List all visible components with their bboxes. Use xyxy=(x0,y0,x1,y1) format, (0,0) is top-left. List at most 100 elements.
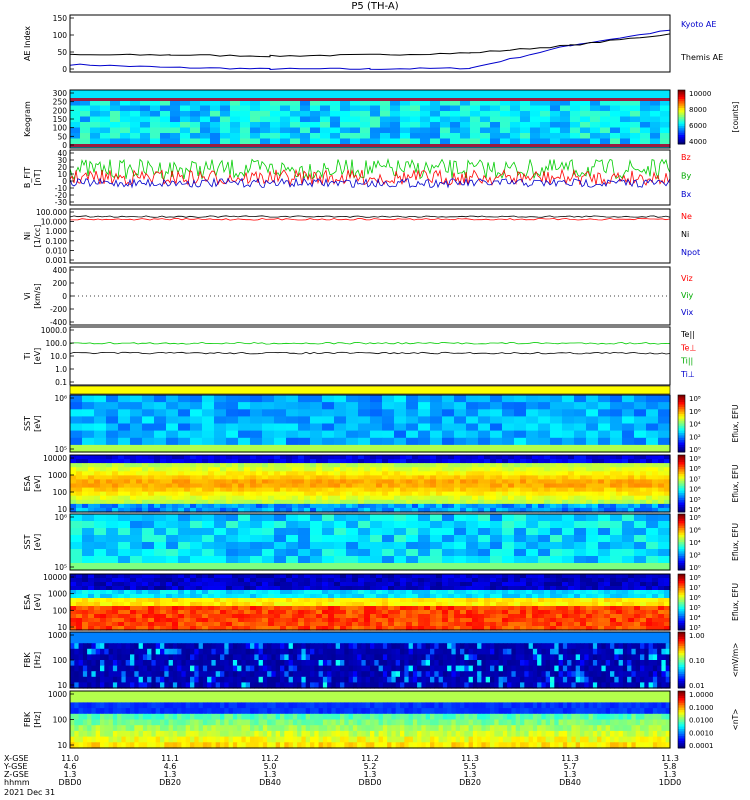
spectrogram-cell xyxy=(545,648,551,655)
spectrogram-cell xyxy=(160,483,167,489)
spectrogram-cell xyxy=(346,535,359,543)
spectrogram-cell xyxy=(262,626,269,631)
spectrogram-cell xyxy=(610,622,617,627)
spectrogram-cell xyxy=(532,614,539,619)
spectrogram-cell xyxy=(190,643,195,650)
spectrogram-cell xyxy=(310,637,315,644)
spectrogram-cell xyxy=(250,542,263,550)
spectrogram-cell xyxy=(460,643,465,650)
spectrogram-cell xyxy=(610,563,623,571)
spectrogram-cell xyxy=(82,614,89,619)
spectrogram-cell xyxy=(394,582,401,587)
spectrogram-cell xyxy=(238,507,245,513)
spectrogram-cell xyxy=(164,632,170,639)
keogram-cell xyxy=(520,133,531,139)
spectrogram-cell xyxy=(244,578,251,583)
spectrogram-cell xyxy=(94,416,107,425)
colorbar-tick-label: 4000 xyxy=(689,138,707,146)
spectrogram-cell xyxy=(82,479,89,485)
spectrogram-cell xyxy=(622,528,635,536)
spectrogram-cell xyxy=(604,590,611,595)
spectrogram-cell xyxy=(82,491,89,497)
spectrogram-cell xyxy=(658,586,665,591)
keogram-cell xyxy=(230,127,241,134)
spectrogram-cell xyxy=(106,582,113,587)
spectrogram-cell xyxy=(130,402,143,410)
spectrogram-cell xyxy=(628,455,635,460)
spectrogram-cell xyxy=(532,491,539,497)
spectrogram-cell xyxy=(464,637,470,644)
spectrogram-cell xyxy=(121,643,127,650)
spectrogram-cell xyxy=(508,475,515,481)
spectrogram-cell xyxy=(472,614,479,619)
spectrogram-cell xyxy=(262,437,275,446)
spectrogram-cell xyxy=(178,578,185,583)
spectrogram-cell xyxy=(520,648,525,655)
spectrogram-cell xyxy=(454,463,461,468)
spectrogram-cell xyxy=(406,416,419,425)
spectrogram-cell xyxy=(376,598,383,603)
spectrogram-cell xyxy=(382,549,395,557)
spectrogram-cell xyxy=(130,618,137,623)
spectrogram-cell xyxy=(104,654,110,661)
keogram-cell xyxy=(610,111,621,117)
spectrogram-cell xyxy=(382,514,395,522)
spectrogram-cell xyxy=(112,632,118,639)
spectrogram-cell xyxy=(454,590,461,595)
spectrogram-cell xyxy=(166,578,173,583)
spectrogram-cell xyxy=(532,582,539,587)
spectrogram-cell xyxy=(94,430,107,439)
spectrogram-cell xyxy=(520,614,527,619)
spectrogram-cell xyxy=(412,582,419,587)
spectrogram-cell xyxy=(370,499,377,505)
spectrogram-cell xyxy=(118,507,125,513)
spectrogram-cell xyxy=(104,637,110,644)
spectrogram-cell xyxy=(76,606,83,611)
spectrogram-cell xyxy=(447,643,452,650)
spectrogram-cell xyxy=(328,491,335,497)
spectrogram-cell xyxy=(472,606,479,611)
spectrogram-cell xyxy=(388,475,395,481)
spectrogram-cell xyxy=(658,463,665,468)
spectrogram-cell xyxy=(628,463,635,468)
spectrogram-cell xyxy=(154,606,161,611)
spectrogram-cell xyxy=(526,549,539,557)
spectrogram-cell xyxy=(100,463,107,468)
spectrogram-cell xyxy=(568,606,575,611)
spectrogram-cell xyxy=(238,521,251,529)
spectrogram-cell xyxy=(340,483,347,489)
spectrogram-cell xyxy=(154,423,167,432)
y-axis-unit: [eV] xyxy=(33,594,42,611)
spectrogram-cell xyxy=(424,578,431,583)
spectrogram-cell xyxy=(94,499,101,505)
spectrogram-cell xyxy=(262,444,275,453)
y-axis-unit: [eV] xyxy=(33,534,42,551)
spectrogram-cell xyxy=(346,487,353,493)
spectrogram-cell xyxy=(424,602,431,607)
keogram-cell xyxy=(370,111,381,117)
spectrogram-cell xyxy=(622,483,629,489)
spectrogram-cell xyxy=(490,499,497,505)
spectrogram-cell xyxy=(185,637,191,644)
spectrogram-cell xyxy=(526,503,533,509)
keogram-cell xyxy=(90,116,101,123)
keogram-cell xyxy=(630,122,641,128)
spectrogram-cell xyxy=(442,423,455,432)
spectrogram-cell xyxy=(125,637,131,644)
spectrogram-cell xyxy=(304,499,311,505)
spectrogram-cell xyxy=(556,467,563,472)
spectrogram-cell xyxy=(478,614,485,619)
spectrogram-cell xyxy=(597,637,602,644)
spectrogram-cell xyxy=(485,637,491,644)
y-tick-label: 10000 xyxy=(43,573,67,582)
spectrogram-cell xyxy=(394,463,401,468)
spectrogram-cell xyxy=(640,586,647,591)
spectrogram-cell xyxy=(100,578,107,583)
spectrogram-cell xyxy=(226,463,233,468)
spectrogram-cell xyxy=(106,475,113,481)
spectrogram-cell xyxy=(434,648,440,655)
spectrogram-cell xyxy=(496,471,503,476)
spectrogram-cell xyxy=(604,622,611,627)
